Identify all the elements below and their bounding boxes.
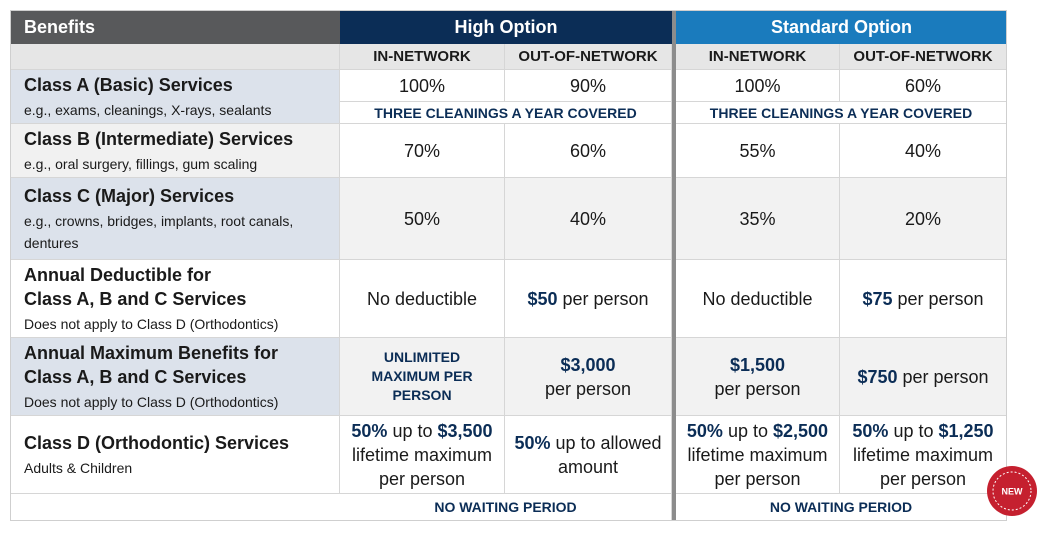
value-cell: 90% xyxy=(505,70,672,102)
header-high: High Option xyxy=(340,10,672,44)
row-subtitle: e.g., exams, cleanings, X-rays, sealants xyxy=(24,101,272,118)
value-part: $50 xyxy=(527,288,558,309)
value-part: $1,500 xyxy=(729,354,786,375)
value-text: $3,000 per person xyxy=(545,353,631,401)
value-cell: 50% up to allowed amount xyxy=(505,416,672,494)
value-cell: No deductible xyxy=(340,260,505,338)
value-cell: 50% up to $1,250 lifetime maximum per pe… xyxy=(840,416,1007,494)
value-part: $3,000 xyxy=(560,354,616,375)
header-benefits: Benefits xyxy=(10,10,340,44)
row-title: Annual Deductible for xyxy=(24,264,212,285)
row-label: Class C (Major) Services e.g., crowns, br… xyxy=(10,178,340,260)
row-title: Class D (Orthodontic) Services xyxy=(24,432,290,453)
value-cell: 40% xyxy=(840,124,1007,178)
row-label: Annual Maximum Benefits for Class A, B an… xyxy=(10,338,340,416)
value-cell: No deductible xyxy=(676,260,840,338)
header-standard: Standard Option xyxy=(676,10,1007,44)
column-header: IN-NETWORK xyxy=(676,44,840,70)
value-part: per person xyxy=(714,378,801,399)
row-label: Class D (Orthodontic) Services Adults & C… xyxy=(10,416,340,494)
header-blank xyxy=(10,44,340,70)
column-header: OUT-OF-NETWORK xyxy=(840,44,1007,70)
note: NO WAITING PERIOD xyxy=(340,494,672,521)
value-cell: 100% xyxy=(676,70,840,102)
value-part: lifetime maximum per person xyxy=(852,444,994,489)
row-subtitle: e.g., crowns, bridges, implants, root ca… xyxy=(24,212,294,251)
row-label: Class A (Basic) Services e.g., exams, cle… xyxy=(10,70,340,124)
value-cell: $3,000 per person xyxy=(505,338,672,416)
value-part: per person xyxy=(544,378,632,399)
value-cell: $1,500 per person xyxy=(676,338,840,416)
value-cell: 50% xyxy=(340,178,505,260)
value-cell: $75 per person xyxy=(840,260,1007,338)
row-title: Class C (Major) Services xyxy=(24,185,235,206)
value-cell: 60% xyxy=(505,124,672,178)
row-title: Class B (Intermediate) Services xyxy=(24,128,294,149)
value-cell: 60% xyxy=(840,70,1007,102)
value-part: $75 xyxy=(862,288,893,309)
value-text: $1,500 per person xyxy=(714,353,800,401)
value-text: 50% up to $3,500 lifetime maximum per pe… xyxy=(344,419,500,491)
value-text: $50 per person xyxy=(527,287,648,311)
row-label: Annual Deductible for Class A, B and C Se… xyxy=(10,260,340,338)
row-label: Class B (Intermediate) Services e.g., ora… xyxy=(10,124,340,178)
value-part: $2,500 xyxy=(773,420,829,441)
row-subtitle: Adults & Children xyxy=(24,459,133,476)
value-cell: 50% up to $3,500 lifetime maximum per pe… xyxy=(340,416,505,494)
value-part: $1,250 xyxy=(938,420,994,441)
value-part: per person xyxy=(562,288,649,309)
value-cell: 35% xyxy=(676,178,840,260)
value-text: $75 per person xyxy=(862,287,983,311)
row-title: Class A, B and C Services xyxy=(24,366,247,387)
value-part: lifetime maximum per person xyxy=(351,444,493,489)
row-title: Class A (Basic) Services xyxy=(24,74,233,95)
value-text: 50% up to allowed amount xyxy=(509,431,667,479)
value-part: 50% xyxy=(514,432,551,453)
emphasis-text: UNLIMITED MAXIMUM PER PERSON xyxy=(371,349,473,403)
value-part: per person xyxy=(902,366,989,387)
value-text: 50% up to $2,500 lifetime maximum per pe… xyxy=(680,419,835,491)
value-cell: 40% xyxy=(505,178,672,260)
value-cell: 100% xyxy=(340,70,505,102)
value-cell: UNLIMITED MAXIMUM PER PERSON xyxy=(340,338,505,416)
value-cell: 20% xyxy=(840,178,1007,260)
note: NO WAITING PERIOD xyxy=(676,494,1007,521)
option-divider xyxy=(672,10,676,521)
value-part: up to xyxy=(893,420,934,441)
value-cell: 50% up to $2,500 lifetime maximum per pe… xyxy=(676,416,840,494)
new-badge: NEW xyxy=(987,466,1037,516)
value-part: per person xyxy=(897,288,984,309)
value-part: up to allowed amount xyxy=(555,432,662,477)
column-header: OUT-OF-NETWORK xyxy=(505,44,672,70)
value-text: 50% up to $1,250 lifetime maximum per pe… xyxy=(844,419,1002,491)
value-text: UNLIMITED MAXIMUM PER PERSON xyxy=(344,348,500,405)
value-part: $750 xyxy=(857,366,898,387)
value-text: $750 per person xyxy=(857,365,988,389)
value-part: 50% xyxy=(686,420,723,441)
row-subtitle: Does not apply to Class D (Orthodontics) xyxy=(24,315,279,332)
row-title: Annual Maximum Benefits for xyxy=(24,342,279,363)
value-part: up to xyxy=(727,420,768,441)
badge-circle xyxy=(987,466,1037,516)
row-title: Class A, B and C Services xyxy=(24,288,247,309)
column-header: IN-NETWORK xyxy=(340,44,505,70)
value-part: $3,500 xyxy=(437,420,493,441)
value-cell: 70% xyxy=(340,124,505,178)
badge-text: NEW xyxy=(1002,486,1024,496)
value-cell: 55% xyxy=(676,124,840,178)
badge-ring xyxy=(992,471,1032,511)
row-subtitle: e.g., oral surgery, fillings, gum scalin… xyxy=(24,155,258,172)
value-cell: $750 per person xyxy=(840,338,1007,416)
value-part: up to xyxy=(392,420,433,441)
value-part: 50% xyxy=(852,420,889,441)
value-part: 50% xyxy=(351,420,388,441)
value-cell: $50 per person xyxy=(505,260,672,338)
note: THREE CLEANINGS A YEAR COVERED xyxy=(340,102,672,124)
row-subtitle: Does not apply to Class D (Orthodontics) xyxy=(24,393,279,410)
note: THREE CLEANINGS A YEAR COVERED xyxy=(676,102,1007,124)
value-part: lifetime maximum per person xyxy=(687,444,828,489)
